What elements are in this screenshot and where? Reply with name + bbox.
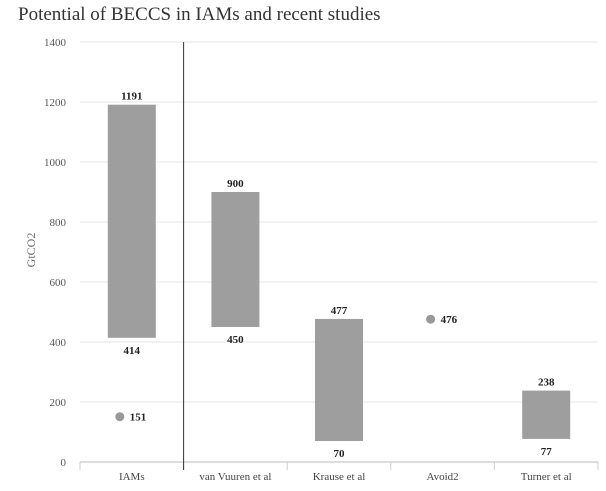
point-marker (426, 314, 436, 324)
category-dividers (79, 42, 599, 470)
y-tick-label: 800 (50, 217, 67, 229)
x-category-label: Krause et al (313, 471, 366, 483)
point-label: 476 (441, 314, 458, 326)
range-bar (211, 192, 260, 327)
x-category-label: IAMs (119, 471, 145, 483)
range-high-label: 238 (538, 377, 555, 389)
y-tick-label: 1000 (44, 157, 67, 169)
point-marker (115, 412, 125, 422)
range-low-label: 70 (334, 448, 346, 460)
range-low-label: 450 (227, 334, 244, 346)
x-category-label: van Vuuren et al (199, 471, 271, 483)
point-markers (115, 314, 436, 422)
range-low-label: 414 (124, 345, 141, 357)
data-labels: 1191 414 900 450 477 70 238 77 151 476 (121, 91, 555, 460)
range-bar (107, 104, 156, 338)
x-category-label: Avoid2 (427, 471, 459, 483)
range-bar (315, 318, 363, 441)
y-tick-label: 1400 (44, 37, 67, 49)
y-tick-label: 400 (50, 337, 67, 349)
point-label: 151 (130, 412, 147, 424)
range-low-label: 77 (541, 446, 553, 458)
chart-title: Potential of BECCS in IAMs and recent st… (18, 4, 381, 25)
y-tick-label: 1200 (44, 97, 67, 109)
y-axis-label: GtCO2 (24, 233, 38, 268)
y-tick-label: 0 (61, 457, 67, 469)
y-axis-ticks: 0 200 400 600 800 1000 1200 1400 (44, 37, 67, 469)
y-tick-label: 200 (50, 397, 67, 409)
range-high-label: 477 (331, 305, 348, 317)
range-high-label: 900 (227, 178, 244, 190)
x-axis-categories: IAMs van Vuuren et al Krause et al Avoid2 Tu… (119, 471, 572, 483)
range-bars (107, 104, 571, 441)
y-tick-label: 600 (50, 277, 67, 289)
range-bar (522, 390, 571, 439)
x-category-label: Turner et al (521, 471, 572, 483)
range-high-label: 1191 (121, 91, 142, 103)
